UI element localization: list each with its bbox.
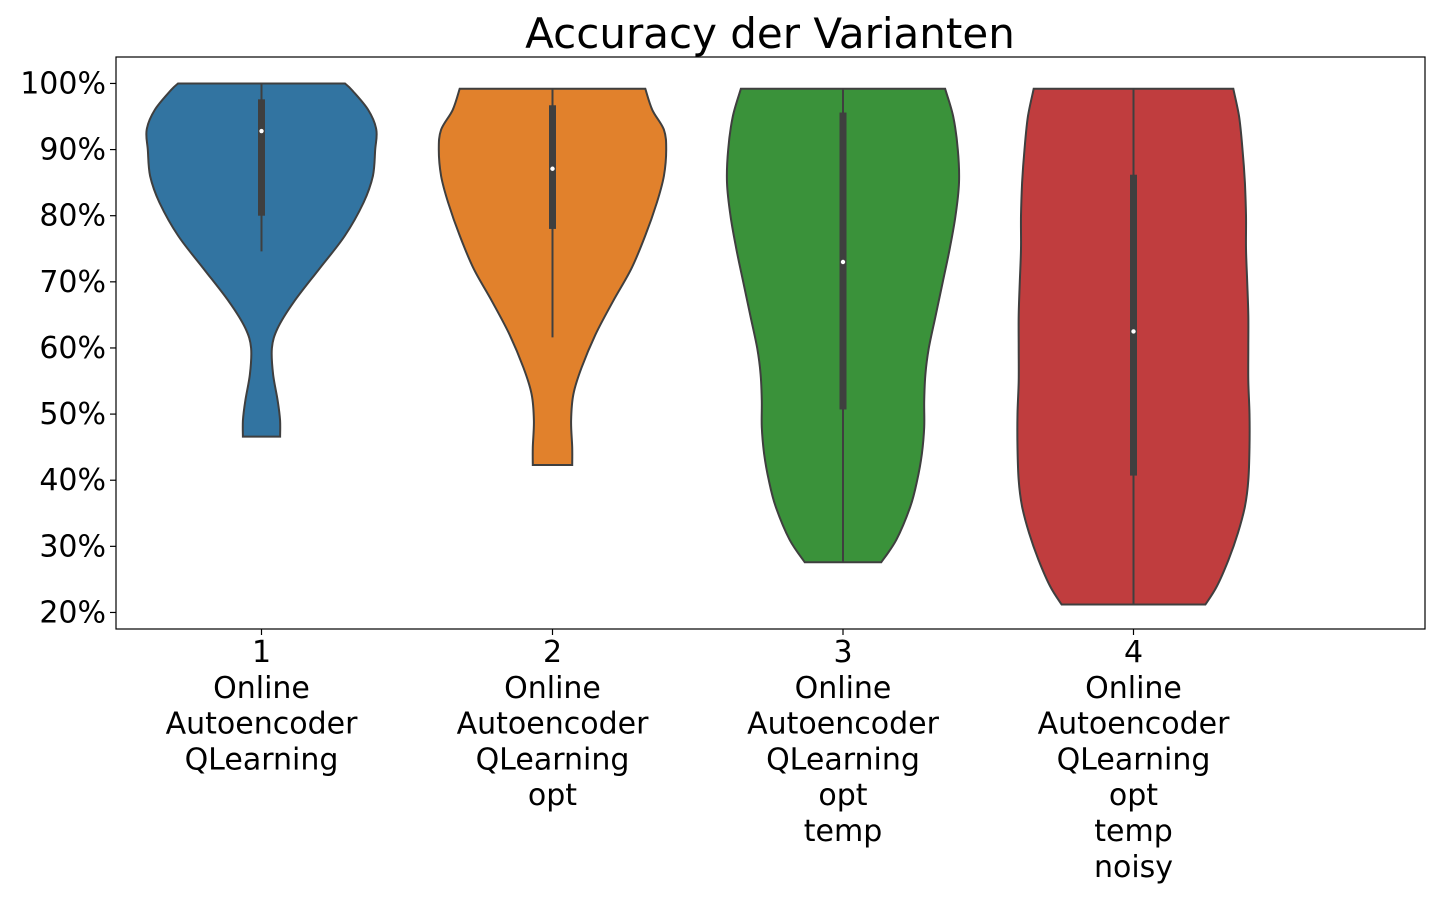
y-tick-label: 80% [39, 199, 106, 234]
x-tick-label-line: Autoencoder [1038, 707, 1230, 742]
violins-layer [145, 82, 1251, 606]
x-tick-label-line: 1 [252, 635, 271, 670]
x-tick-label-line: QLearning [766, 742, 920, 777]
y-tick-label: 70% [39, 265, 106, 300]
x-tick-label-line: Online [213, 671, 310, 706]
violin-median-3 [840, 259, 846, 265]
x-tick-label-line: Autoencoder [166, 707, 358, 742]
x-tick-label-line: Online [1085, 671, 1182, 706]
x-tick-label-line: temp [804, 814, 883, 849]
x-tick-label-line: opt [528, 778, 577, 813]
y-tick-label: 30% [39, 529, 106, 564]
x-tick-label-line: opt [1109, 778, 1158, 813]
x-tick-label-line: QLearning [1057, 742, 1211, 777]
violin-median-2 [550, 166, 555, 171]
x-tick-label-line: Autoencoder [747, 707, 939, 742]
x-tick-label-line: temp [1094, 814, 1173, 849]
y-axis: 20% 30% 40% 50% 60% 70% 80% 90% 100% [20, 66, 116, 630]
x-tick-label-line: Online [795, 671, 892, 706]
x-tick-label-line: QLearning [185, 742, 339, 777]
x-tick-label-line: 2 [543, 635, 562, 670]
x-tick-label-line: Autoencoder [457, 707, 649, 742]
x-tick-label-line: QLearning [476, 742, 630, 777]
x-tick-label-line: opt [818, 778, 867, 813]
x-tick-label-line: Online [504, 671, 601, 706]
y-tick-label: 90% [39, 133, 106, 168]
x-tick-label-line: 4 [1124, 635, 1143, 670]
y-tick-label: 20% [39, 595, 106, 630]
violin-median-1 [259, 128, 264, 134]
y-tick-label: 50% [39, 397, 106, 432]
violin-median-4 [1131, 329, 1136, 334]
violin-body-1 [145, 82, 378, 438]
x-tick-label-line: noisy [1094, 850, 1173, 885]
violin-box-1 [258, 99, 265, 216]
x-axis: 1OnlineAutoencoderQLearning2OnlineAutoen… [166, 629, 1230, 885]
y-tick-label: 60% [39, 331, 106, 366]
y-tick-label: 40% [39, 463, 106, 498]
y-tick-label: 100% [20, 66, 106, 101]
plot-frame [115, 56, 1426, 630]
chart-title: Accuracy der Varianten [525, 9, 1015, 58]
violin-box-4 [1130, 174, 1137, 476]
x-tick-label-line: 3 [833, 635, 852, 670]
